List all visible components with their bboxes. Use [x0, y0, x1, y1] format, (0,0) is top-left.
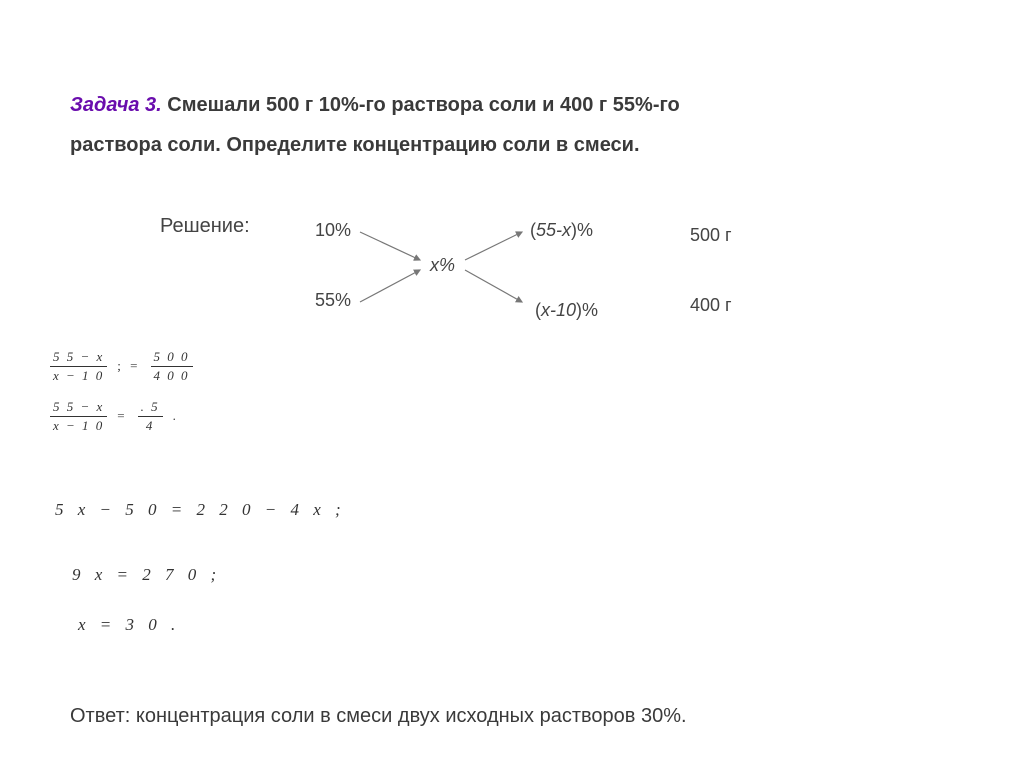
fraction-right: . 5 4 [138, 398, 163, 435]
trailing: . [171, 408, 181, 424]
problem-statement: Задача 3. Смешали 500 г 10%-го раствора … [70, 85, 954, 165]
diagram-mass-bottom: 400 г [690, 295, 732, 316]
fraction-right: 5 0 0 4 0 0 [151, 348, 193, 385]
slide-container: Задача 3. Смешали 500 г 10%-го раствора … [0, 0, 1024, 768]
problem-text-line2: раствора соли. Определите концентрацию с… [70, 134, 640, 156]
denominator: x − 1 0 [50, 417, 107, 435]
diagram-mass-top: 500 г [690, 225, 732, 246]
denominator: x − 1 0 [50, 367, 107, 385]
diagram-percent-bottom: 55% [315, 290, 351, 311]
equation-line-2: 9 x = 2 7 0 ; [72, 565, 221, 585]
denominator: 4 [143, 417, 158, 435]
numerator: 5 5 − x [50, 348, 107, 366]
equation-line-3: x = 3 0 . [78, 615, 180, 635]
paren-close-pct: )% [576, 300, 598, 320]
separator: ; = [115, 358, 142, 374]
numerator: 5 5 − x [50, 398, 107, 416]
problem-label: Задача 3. [70, 94, 162, 116]
fraction-row-1: 5 5 − x x − 1 0 ; = 5 0 0 4 0 0 [50, 345, 193, 387]
equation-line-1: 5 x − 5 0 = 2 2 0 − 4 x ; [55, 500, 346, 520]
denominator: 4 0 0 [151, 367, 193, 385]
solution-label: Решение: [160, 215, 250, 238]
diagram-percent-top: 10% [315, 220, 351, 241]
numerator: . 5 [138, 398, 163, 416]
numerator: 5 0 0 [151, 348, 193, 366]
diagram-arrows [350, 210, 550, 330]
answer-text: Ответ: концентрация соли в смеси двух ис… [70, 705, 687, 728]
separator: = [115, 408, 129, 424]
problem-text-line1: Смешали 500 г 10%-го раствора соли и 400… [162, 94, 680, 116]
fraction-row-2: 5 5 − x x − 1 0 = . 5 4 . [50, 395, 181, 437]
fraction-left: 5 5 − x x − 1 0 [50, 398, 107, 435]
fraction-left: 5 5 − x x − 1 0 [50, 348, 107, 385]
paren-close-pct: )% [571, 220, 593, 240]
